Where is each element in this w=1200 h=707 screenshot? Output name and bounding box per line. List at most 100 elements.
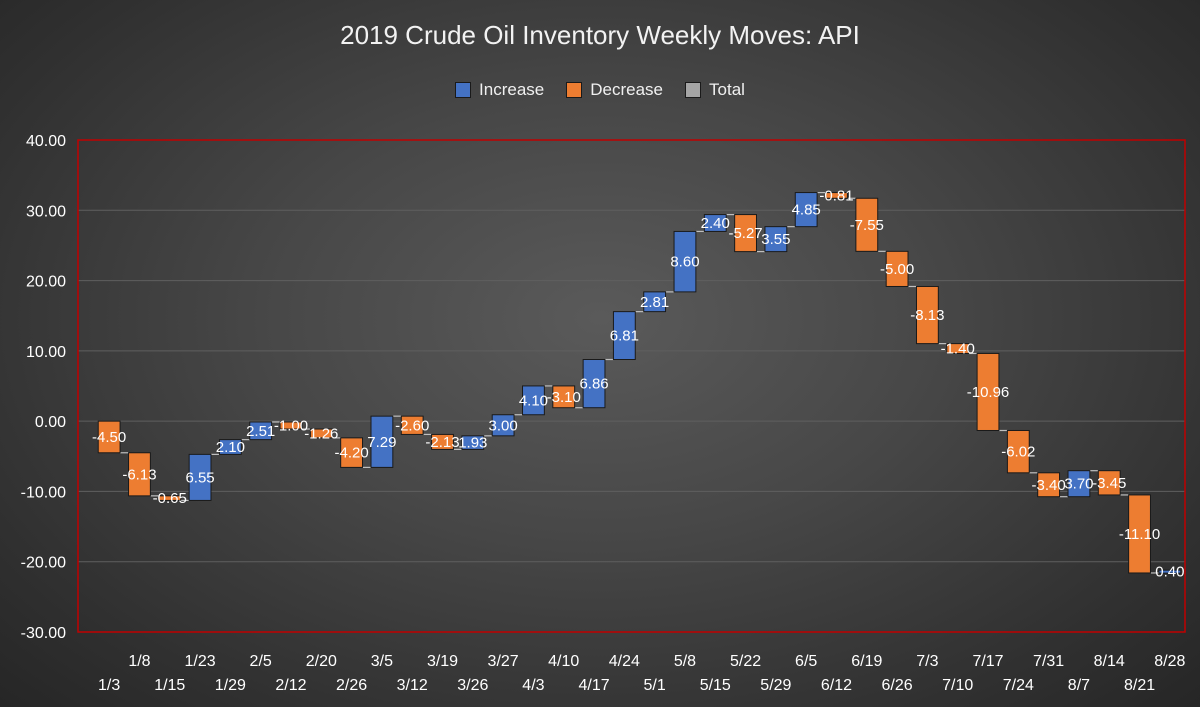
legend-label-increase: Increase [479,80,545,99]
data-label: 6.55 [185,469,214,486]
data-label: 8.60 [670,254,699,271]
bars [97,192,1182,574]
bar-increase[interactable] [522,385,545,416]
x-tick-label: 1/3 [98,677,120,694]
data-label: -11.10 [1119,526,1160,543]
legend-label-total: Total [709,80,745,99]
legend: Increase Decrease Total [0,80,1200,100]
x-tick-label: 3/5 [371,653,393,670]
bar-increase[interactable] [582,359,606,409]
x-tick-label: 7/17 [972,653,1003,670]
x-tick-label: 7/3 [916,653,938,670]
data-label: -4.20 [334,445,368,462]
bar-increase[interactable] [249,421,273,441]
bar-decrease[interactable] [431,433,454,450]
bar-decrease[interactable] [855,197,879,252]
bar-increase[interactable] [794,192,818,228]
bar-decrease[interactable] [97,420,121,454]
x-tick-label: 1/29 [215,677,246,694]
data-label: -3.45 [1092,475,1126,492]
y-axis-tick-labels: 40.00 30.00 20.00 10.00 0.00 -10.00 -20.00 -30.… [21,133,66,642]
data-label: -3.40 [1032,477,1066,494]
y-tick-label: 30.00 [26,203,66,220]
bar-increase[interactable] [673,230,697,293]
legend-label-decrease: Decrease [590,80,664,99]
legend-item-increase[interactable]: Increase [455,80,544,100]
y-tick-label: -20.00 [21,555,66,572]
data-label: 6.86 [579,376,608,393]
data-label: 4.85 [792,202,821,219]
bar-decrease[interactable] [128,452,151,497]
x-tick-label: 1/15 [154,677,185,694]
bar-decrease[interactable] [946,343,970,354]
bar-increase[interactable] [703,214,727,232]
x-tick-label: 1/8 [128,653,150,670]
bar-increase[interactable] [188,453,212,501]
bar-increase[interactable] [218,439,242,455]
bar-decrease[interactable] [279,421,303,430]
data-label: 1.93 [458,435,487,452]
data-label: 0.40 [1155,564,1184,581]
data-label: -2.60 [395,417,429,434]
data-label: 2.81 [640,294,669,311]
data-label: 2.10 [216,439,245,456]
data-label: -5.27 [728,225,762,242]
bar-increase[interactable] [643,291,667,313]
legend-item-total[interactable]: Total [685,80,745,100]
data-label: -1.40 [941,341,975,358]
y-tick-label: -30.00 [21,625,66,642]
x-tick-label: 8/21 [1124,677,1155,694]
bar-decrease[interactable] [552,385,576,409]
bar-decrease[interactable] [1006,429,1030,474]
data-label: 2.40 [701,215,730,232]
bar-decrease[interactable] [158,495,182,501]
bar-decrease[interactable] [915,285,939,345]
x-tick-label: 6/26 [882,677,913,694]
bar-decrease[interactable] [1128,494,1151,574]
bar-increase[interactable] [461,435,485,450]
bar-increase[interactable] [1067,470,1091,498]
bar-decrease[interactable] [825,192,848,199]
data-label: -8.13 [910,307,944,324]
data-label: -6.13 [122,466,156,483]
x-tick-label: 6/5 [795,653,817,670]
bar-decrease[interactable] [309,428,333,439]
x-tick-label: 8/7 [1068,677,1090,694]
x-tick-label: 3/26 [457,677,488,694]
bar-decrease[interactable] [976,352,1000,431]
x-tick-label: 5/29 [760,677,791,694]
data-label: -7.55 [850,217,884,234]
x-tick-label: 7/10 [942,677,973,694]
data-label: 4.10 [519,392,548,409]
legend-item-decrease[interactable]: Decrease [566,80,663,100]
bar-increase[interactable] [1158,569,1182,574]
x-axis-tick-labels: 1/3 1/81/15 1/231/292/52/122/20 2/263/53/12… [98,653,1185,694]
data-label: -2.13 [425,434,459,451]
x-tick-label: 5/22 [730,653,761,670]
y-tick-label: 20.00 [26,274,66,291]
x-tick-label: 5/15 [700,677,731,694]
bar-decrease[interactable] [734,214,757,253]
bar-increase[interactable] [370,415,394,468]
data-label: 2.51 [246,423,275,440]
bar-increase[interactable] [491,414,515,437]
data-label: -0.65 [153,490,187,507]
bar-decrease[interactable] [400,415,424,435]
x-tick-label: 4/24 [609,653,640,670]
data-label: -0.81 [819,187,853,204]
data-label: 7.29 [367,434,396,451]
y-tick-label: 40.00 [26,133,66,150]
legend-swatch-total [685,82,702,98]
data-label: -6.02 [1001,444,1035,461]
bar-decrease[interactable] [1097,470,1121,496]
bar-decrease[interactable] [1037,472,1061,498]
bar-decrease[interactable] [340,437,364,468]
bar-decrease[interactable] [885,250,909,287]
bar-increase[interactable] [612,311,636,361]
bar-increase[interactable] [764,226,788,253]
legend-swatch-decrease [566,82,583,98]
x-tick-label: 2/26 [336,677,367,694]
y-tick-label: 10.00 [26,344,66,361]
x-tick-label: 7/31 [1033,653,1064,670]
